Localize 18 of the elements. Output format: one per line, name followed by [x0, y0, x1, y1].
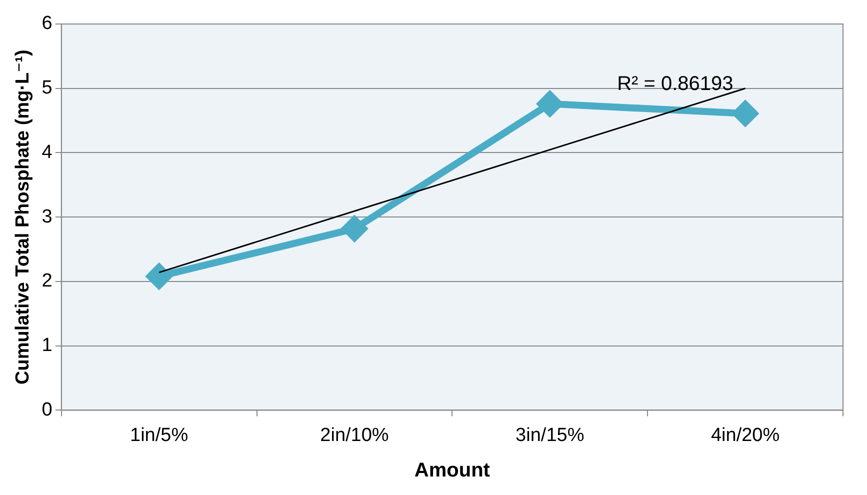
y-tick-label: 4 [42, 142, 53, 163]
y-tick-label: 1 [42, 335, 52, 356]
y-tick-label: 6 [42, 13, 52, 34]
y-tick-label: 5 [42, 78, 52, 99]
y-tick-label: 0 [42, 399, 52, 420]
y-tick-label: 3 [42, 206, 52, 228]
x-tick-label: 1in/5% [130, 424, 188, 446]
y-tick-label: 2 [42, 270, 52, 292]
point [732, 100, 758, 126]
x-axis-title: Amount [414, 460, 490, 482]
x-tick-label: 4in/20% [710, 424, 780, 446]
annotation: R² = 0.86193 [617, 72, 734, 95]
x-tick-label: 2in/10% [320, 424, 389, 446]
point [342, 216, 367, 242]
point [146, 264, 172, 289]
y-axis-title: Cumulative Total Phosphate (mg·L⁻¹) [12, 50, 34, 384]
x-tick-label: 3in/15% [516, 424, 584, 446]
point [537, 91, 562, 116]
